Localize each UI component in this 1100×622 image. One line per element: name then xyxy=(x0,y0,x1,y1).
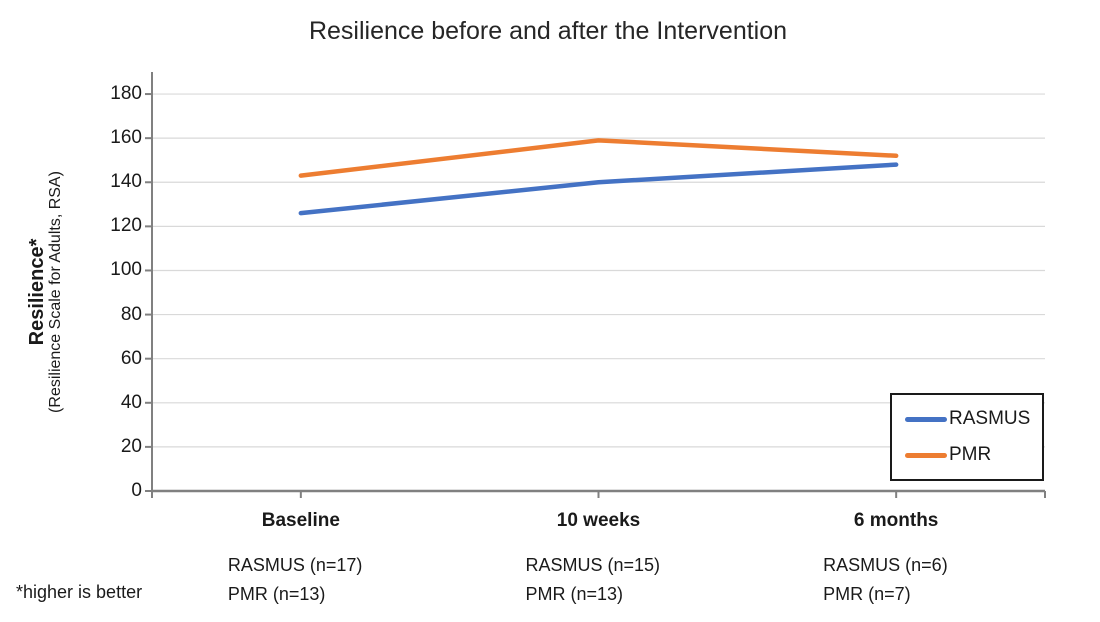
series-line-rasmus xyxy=(298,162,899,216)
legend-label-pmr: PMR xyxy=(949,444,992,465)
legend-label-rasmus: RASMUS xyxy=(949,408,1031,429)
series-line-pmr xyxy=(298,138,899,178)
sample-size-line: PMR (n=13) xyxy=(227,584,326,604)
y-tick-label: 100 xyxy=(110,259,142,281)
y-tick-label: 80 xyxy=(120,303,142,325)
y-tick-label: 140 xyxy=(110,171,142,193)
rasmus-line-swatch xyxy=(905,416,947,422)
sample-size-block: RASMUS (n=6) PMR (n=7) xyxy=(823,551,948,609)
sample-size-line: PMR (n=13) xyxy=(525,584,624,604)
sample-size-block: RASMUS (n=15) PMR (n=13) xyxy=(526,551,661,609)
legend-item-rasmus: RASMUS xyxy=(905,408,1042,430)
pmr-line-swatch xyxy=(905,452,947,458)
y-tick-label: 20 xyxy=(120,435,142,457)
y-tick-label: 180 xyxy=(110,83,142,105)
legend: RASMUS PMR xyxy=(890,393,1044,481)
sample-size-line: RASMUS (n=15) xyxy=(525,555,661,575)
x-category-label: 6 months xyxy=(853,510,939,531)
y-tick-label: 120 xyxy=(110,215,142,237)
sample-size-line: RASMUS (n=17) xyxy=(227,555,363,575)
y-tick-label: 60 xyxy=(120,347,142,369)
y-tick-label: 0 xyxy=(131,480,142,501)
y-tick-label: 40 xyxy=(120,391,142,413)
y-tick-label: 160 xyxy=(110,127,142,149)
footnote: *higher is better xyxy=(16,582,143,602)
chart-title: Resilience before and after the Interven… xyxy=(308,17,788,45)
sample-size-block: RASMUS (n=17) PMR (n=13) xyxy=(228,551,363,609)
legend-item-pmr: PMR xyxy=(905,444,1042,466)
x-category-label: 10 weeks xyxy=(556,510,641,531)
sample-size-line: PMR (n=7) xyxy=(823,584,911,604)
sample-size-line: RASMUS (n=6) xyxy=(823,555,948,575)
x-category-label: Baseline xyxy=(261,510,340,531)
